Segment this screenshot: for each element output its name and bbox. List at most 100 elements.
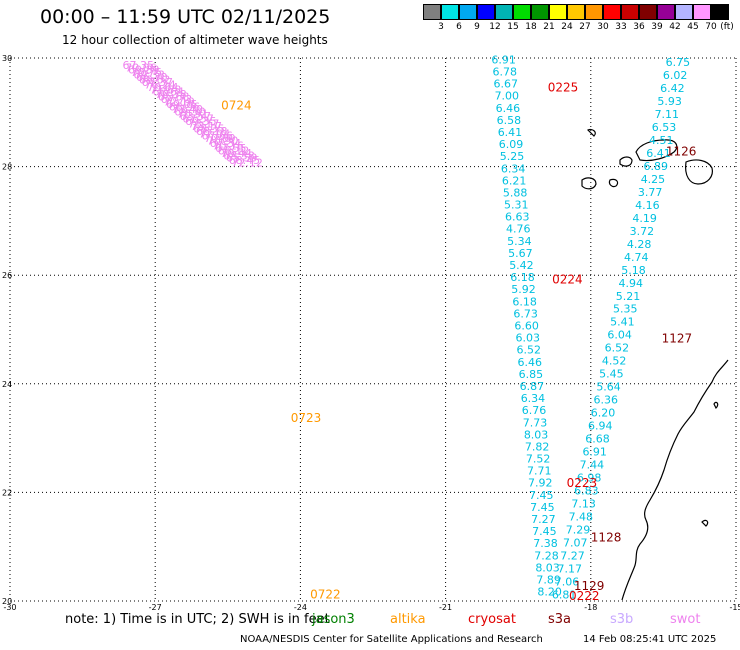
wave-height-value: 76.24	[144, 78, 176, 91]
pass-label: 0723	[291, 411, 322, 425]
colorbar-label: 6	[456, 22, 462, 32]
wave-height-value: 8.03	[535, 561, 560, 574]
pass-label: 0225	[548, 81, 579, 95]
wave-height-value: 5.41	[610, 316, 635, 329]
wave-height-value: 7.06	[555, 575, 580, 588]
wave-height-value: 5.31	[504, 199, 529, 212]
altimeter-tracks: 67.3570.0669.8970.7569.3366.7069.6267.37…	[123, 53, 691, 601]
pass-label: 0224	[552, 272, 583, 286]
wave-height-value: 7.13	[571, 497, 596, 510]
lat-lon-grid	[9, 57, 737, 602]
wave-height-value: 6.18	[510, 271, 535, 284]
colorbar-label: 30	[597, 22, 609, 32]
colorbar-swatch	[441, 4, 459, 20]
wave-height-value: 68.38	[223, 149, 255, 162]
wave-height-value: 6.18	[512, 295, 537, 308]
colorbar-swatch	[711, 4, 729, 20]
wave-height-value: 67.66	[201, 130, 233, 143]
wave-height-value: 70.44	[221, 147, 253, 160]
wave-height-value: 8.20	[537, 586, 562, 599]
wave-height-value: 3.72	[630, 225, 655, 238]
wave-height-value: 6.04	[607, 329, 632, 342]
wave-height-value: 7.00	[495, 90, 520, 103]
wave-height-value: 5.64	[596, 381, 621, 394]
satellite-legend-item: altika	[390, 612, 426, 627]
wave-height-value: 7.28	[534, 549, 559, 562]
colorbar-label: 45	[687, 22, 699, 32]
wave-height-value: 6.73	[513, 307, 538, 320]
wave-height-value: 6.83	[574, 484, 599, 497]
lat-tick-label: 22	[2, 488, 12, 497]
wave-height-value: 68.45	[229, 154, 261, 167]
wave-height-value: 6.98	[577, 471, 602, 484]
pass-label: 0724	[221, 99, 252, 113]
wave-height-value: 71.68	[150, 83, 182, 96]
satellite-legend-item: s3b	[610, 612, 634, 627]
map-subtitle: 12 hour collection of altimeter wave hei…	[62, 33, 328, 47]
wave-height-value: 4.51	[649, 134, 674, 147]
colorbar-swatch	[477, 4, 495, 20]
wave-height-value: 73.17	[188, 118, 220, 131]
lon-tick-label: -21	[439, 603, 452, 612]
colorbar-label: 27	[579, 22, 591, 32]
colorbar-swatch	[621, 4, 639, 20]
lat-tick-label: 20	[2, 597, 12, 606]
wave-height-value: 6.03	[515, 332, 540, 345]
lat-tick-label: 24	[2, 380, 12, 389]
wave-height-value: 68.96	[169, 100, 201, 113]
wave-height-value: 7.27	[531, 513, 556, 526]
wave-height-value: 73.40	[172, 103, 204, 116]
wave-height-value: 6.81	[552, 588, 577, 601]
lon-tick-label: -18	[584, 603, 597, 612]
wave-height-value: 4.16	[635, 199, 660, 212]
wave-height-value: 7.45	[532, 525, 557, 538]
wave-height-value: 6.46	[518, 356, 543, 369]
wave-height-value: 6.89	[643, 160, 668, 173]
wave-height-value: 6.67	[494, 78, 519, 91]
wave-height-value: 70.91	[177, 108, 209, 121]
lat-tick-label: 28	[2, 163, 12, 172]
wave-height-value: 5.34	[507, 235, 532, 248]
colorbar-label: 24	[561, 22, 573, 32]
wave-height-value: 4.94	[619, 277, 644, 290]
wave-height-value: 7.92	[528, 477, 553, 490]
wave-height-value: 7.11	[655, 108, 680, 121]
wave-height-value: 65.59	[226, 152, 258, 165]
wave-height-value: 4.76	[506, 223, 531, 236]
pass-label: 1126	[666, 145, 697, 159]
colorbar-swatch	[423, 4, 441, 20]
lon-tick-label: -27	[149, 603, 162, 612]
wave-height-value: 6.76	[522, 404, 547, 417]
colorbar-unit: (ft)	[720, 22, 734, 32]
pass-label: 1128	[591, 530, 622, 544]
colorbar-swatch	[459, 4, 477, 20]
wave-height-value: 68.12	[218, 144, 250, 157]
wave-height-value: 6.46	[496, 102, 521, 115]
colorbar-label: 9	[474, 22, 480, 32]
wave-height-value: 6.21	[502, 174, 527, 187]
colorbar-swatch	[639, 4, 657, 20]
wave-height-value: 3.77	[638, 186, 663, 199]
wave-height-value: 70.75	[131, 66, 163, 79]
wave-height-value: 7.38	[533, 537, 558, 550]
lat-tick-label: 26	[2, 271, 12, 280]
wave-height-value: 6.78	[492, 66, 517, 79]
wave-height-value: 6.53	[652, 121, 677, 134]
wave-height-value: 7.89	[536, 573, 561, 586]
wave-height-value: 67.73	[161, 93, 193, 106]
wave-height-value: 6.75	[666, 56, 691, 69]
wave-height-value: 6.60	[514, 320, 539, 333]
colorbar-swatch	[513, 4, 531, 20]
wave-height-value: 6.09	[499, 138, 524, 151]
colorbar-label: 3	[438, 22, 444, 32]
wave-height-value: 6.91	[582, 446, 607, 459]
wave-height-value: 72.19	[163, 96, 195, 109]
wave-height-value: 6.58	[497, 114, 522, 127]
wave-height-value: 67.34	[210, 137, 242, 150]
wave-height-value: 5.25	[500, 150, 525, 163]
colorbar-label: 33	[615, 22, 627, 32]
wave-height-value: 7.07	[563, 536, 588, 549]
footer-note: note: 1) Time is in UTC; 2) SWH is in fe…	[65, 612, 330, 627]
wave-height-value: 6.94	[588, 420, 613, 433]
wave-height-value: 69.05	[166, 98, 198, 111]
